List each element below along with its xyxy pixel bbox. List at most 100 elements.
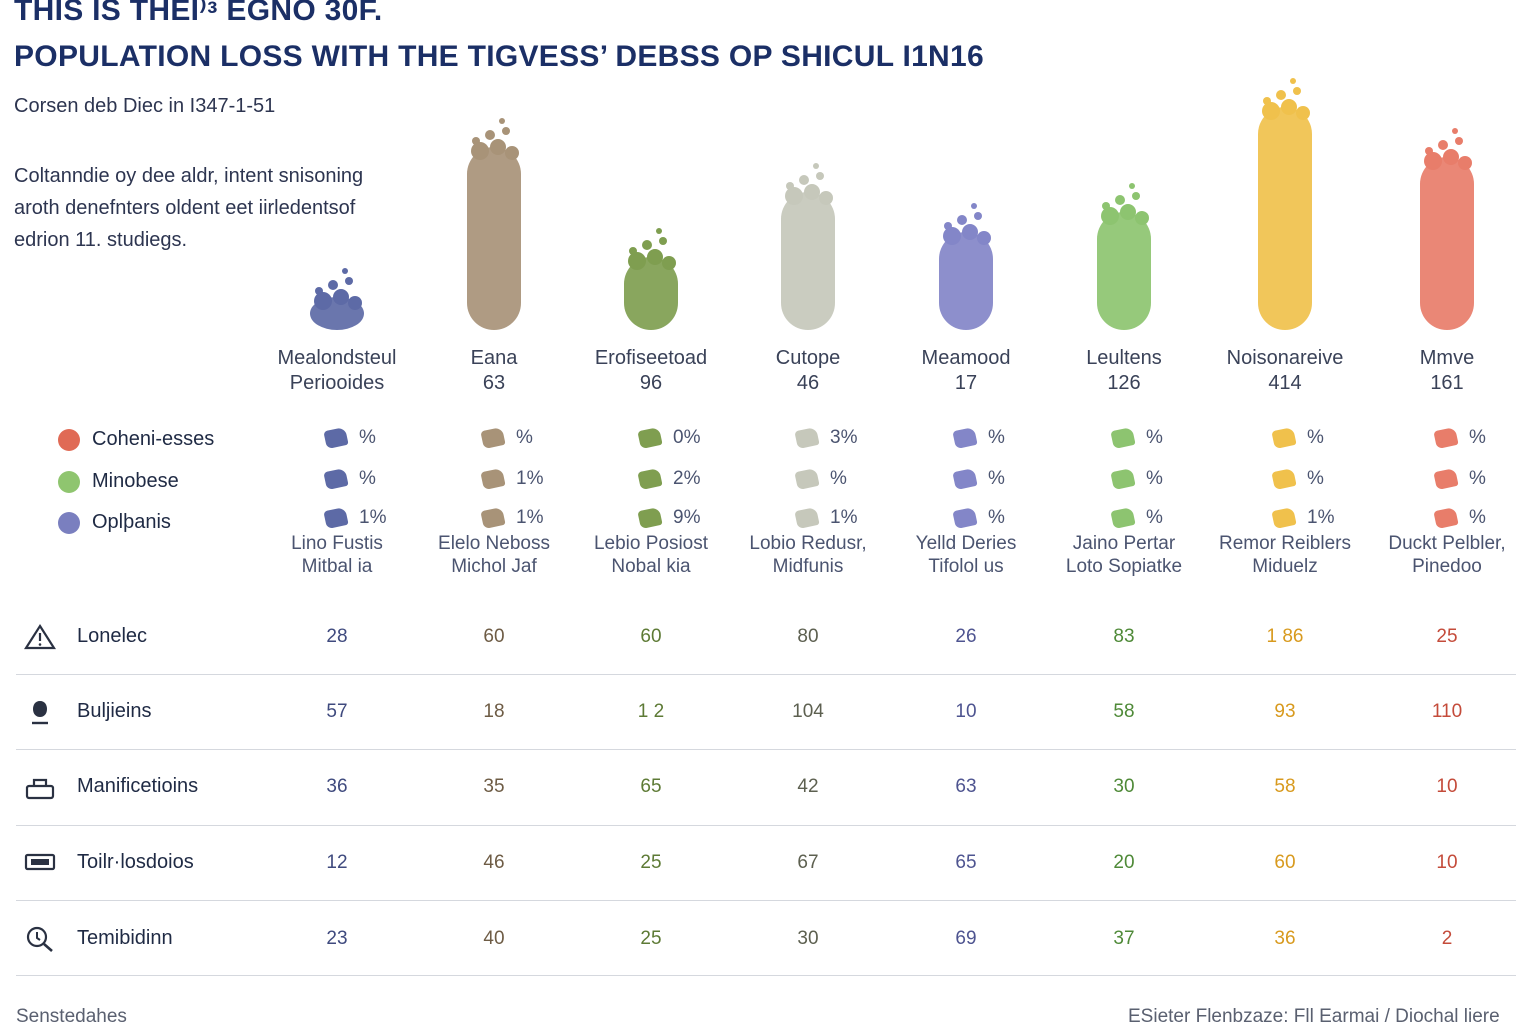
table-cell: 110 — [1431, 701, 1463, 722]
row-divider — [16, 900, 1516, 901]
mini-stat: % — [952, 467, 1005, 491]
column-author: Duckt Pelbler, Pinedoo — [1362, 532, 1532, 578]
mini-stat: 1% — [323, 506, 387, 530]
mini-stat-value: % — [988, 468, 1005, 489]
mini-stat: % — [1433, 467, 1486, 491]
mini-stat-value: % — [1307, 468, 1324, 489]
mini-stat-value: % — [830, 468, 847, 489]
table-cell: 58 — [1113, 701, 1135, 722]
category-name: Mmve — [1419, 347, 1475, 369]
legend-swatch — [58, 428, 80, 451]
title-line-1: THIS IS THEI⁾ᵌ EGNO 30F. — [14, 0, 383, 27]
intro-line: aroth denefnters oldent eet iirledentsof — [14, 197, 356, 219]
mini-stat: % — [952, 506, 1005, 530]
row-label: Manificetioins — [77, 775, 199, 797]
mini-stat-value: % — [1146, 507, 1163, 528]
author-line: Elelo Neboss — [438, 533, 550, 554]
table-cell: 35 — [483, 776, 505, 797]
magnifier-icon — [26, 926, 53, 952]
author-line: Miduelz — [1252, 556, 1318, 577]
splash-icon — [637, 506, 663, 530]
table-cell: 30 — [1113, 776, 1135, 797]
table-cell: 36 — [1274, 928, 1296, 949]
mini-stat: % — [1110, 426, 1163, 450]
table-cell: 93 — [1274, 701, 1296, 722]
mini-stat: % — [1433, 506, 1486, 530]
splash-icon — [1271, 506, 1297, 530]
mini-stat: % — [1110, 506, 1163, 530]
row-divider — [16, 749, 1516, 750]
mini-stat: 2% — [637, 467, 700, 491]
author-line: Nobal kia — [611, 556, 691, 577]
splash-icon — [952, 467, 978, 491]
splash-icon — [323, 506, 349, 530]
splash-icon — [480, 467, 506, 491]
bar-chart — [310, 78, 1474, 330]
author-line: Tifolol us — [928, 556, 1004, 577]
author-line: Michol Jaf — [451, 556, 537, 577]
category-name: Mealondsteul — [277, 347, 397, 369]
mini-stat-value: % — [516, 427, 533, 448]
table-cell: 65 — [955, 852, 977, 873]
mini-stat-value: % — [359, 468, 376, 489]
mini-stat: 3% — [794, 426, 857, 450]
footer-note: Senstedahes — [16, 1006, 127, 1027]
table-cell: 10 — [1436, 776, 1458, 797]
category-name: Meamood — [921, 347, 1011, 369]
legend-label: Coheni-esses — [92, 428, 215, 450]
bar — [781, 163, 835, 330]
footer-source: ESieter Flenbzaze: Fll Earmai / Diochal … — [1128, 1006, 1500, 1027]
category-name: Noisonareive — [1226, 347, 1344, 369]
category-label: Eana 63 — [414, 346, 574, 396]
warning-triangle-icon — [24, 623, 56, 650]
category-name: Erofiseetoad — [594, 347, 708, 369]
category-label: Noisonareive 414 — [1205, 346, 1365, 396]
table-cell: 60 — [483, 626, 505, 647]
column-author: Lobio Redusr, Midfunis — [723, 532, 893, 578]
splash-icon — [1433, 467, 1459, 491]
table-cell: 104 — [792, 701, 824, 722]
splash-icon — [1433, 426, 1459, 450]
category-value: 96 — [639, 372, 663, 394]
mini-stat-value: % — [359, 427, 376, 448]
category-value: 414 — [1268, 372, 1302, 394]
author-line: Midfunis — [772, 556, 844, 577]
splash-icon — [1110, 426, 1136, 450]
mini-stat-value: % — [1146, 427, 1163, 448]
bar — [1097, 183, 1151, 330]
category-label: Meamood 17 — [886, 346, 1046, 396]
splash-icon — [794, 426, 820, 450]
mini-stat-value: 1% — [516, 468, 544, 489]
intro-text: Coltanndie oy dee aldr, intent snisoning… — [14, 160, 414, 256]
row-label: Lonelec — [77, 625, 148, 647]
mini-stat: % — [1271, 426, 1324, 450]
splash-icon — [1433, 506, 1459, 530]
legend-swatch — [58, 511, 80, 534]
table-cell: 83 — [1113, 626, 1135, 647]
legend-label: Minobese — [92, 470, 179, 492]
splash-icon — [794, 506, 820, 530]
author-line: Remor Reiblers — [1219, 533, 1351, 554]
table-cell: 46 — [483, 852, 505, 873]
table-cell: 10 — [1436, 852, 1458, 873]
mini-stat-value: 9% — [673, 507, 701, 528]
splash-icon — [1271, 426, 1297, 450]
intro-line: edrion 11. studiegs. — [14, 229, 188, 251]
table-cell: 60 — [640, 626, 662, 647]
category-label: Mmve 161 — [1367, 346, 1527, 396]
person-icon — [32, 701, 48, 725]
category-value: 63 — [482, 372, 506, 394]
mini-stat-value: % — [1469, 507, 1486, 528]
mini-stat: 1% — [480, 506, 544, 530]
mini-stat-value: 1% — [516, 507, 544, 528]
mini-stat-value: % — [1469, 468, 1486, 489]
author-line: Yelld Deries — [915, 533, 1017, 554]
table-cell: 23 — [326, 928, 348, 949]
mini-stat-value: 1% — [359, 507, 387, 528]
category-value: 17 — [954, 372, 978, 394]
table-cell: 26 — [955, 626, 977, 647]
mini-stat: % — [1433, 426, 1486, 450]
mini-stat: 1% — [794, 506, 857, 530]
mini-stat: % — [480, 426, 533, 450]
intro-line: Coltanndie oy dee aldr, intent snisoning — [14, 165, 364, 187]
